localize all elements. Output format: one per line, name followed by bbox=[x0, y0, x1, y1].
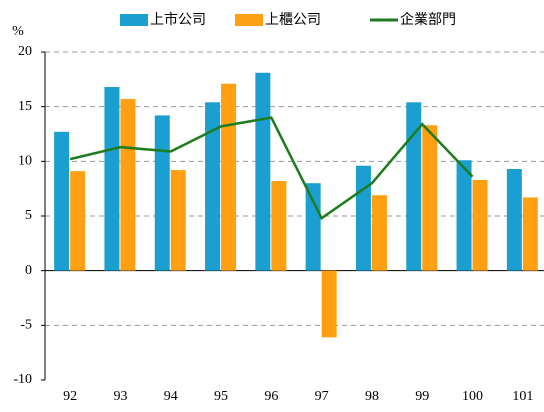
y-tick-label: 0 bbox=[25, 263, 32, 278]
legend-swatch bbox=[120, 14, 148, 26]
legend-label: 企業部門 bbox=[400, 11, 456, 28]
legend-swatch bbox=[235, 14, 263, 26]
x-tick-label: 92 bbox=[63, 389, 77, 404]
bar bbox=[104, 86, 120, 271]
x-tick-label: 95 bbox=[214, 389, 228, 404]
bar bbox=[170, 170, 186, 271]
bar bbox=[422, 125, 438, 271]
x-tick-label: 94 bbox=[164, 389, 178, 404]
legend-label: 上市公司 bbox=[150, 11, 206, 28]
y-tick-label: -5 bbox=[20, 318, 32, 333]
y-tick-label: -10 bbox=[13, 372, 32, 387]
y-axis-label: % bbox=[12, 24, 24, 39]
y-tick-label: 20 bbox=[18, 44, 32, 59]
bar bbox=[371, 195, 387, 271]
bar bbox=[321, 270, 337, 338]
bar bbox=[271, 181, 287, 271]
legend-label: 上櫃公司 bbox=[265, 12, 321, 28]
bar bbox=[70, 171, 86, 271]
bar bbox=[154, 115, 170, 271]
x-tick-label: 101 bbox=[512, 389, 533, 404]
bar bbox=[506, 168, 522, 271]
bar bbox=[120, 99, 136, 271]
y-tick-label: 5 bbox=[25, 208, 32, 223]
bar bbox=[406, 102, 422, 271]
y-tick-label: 10 bbox=[18, 154, 32, 169]
bar bbox=[456, 160, 472, 271]
x-tick-label: 99 bbox=[415, 389, 429, 404]
bar bbox=[355, 165, 371, 271]
bar bbox=[221, 83, 237, 271]
x-tick-label: 98 bbox=[365, 389, 379, 404]
bar bbox=[255, 72, 271, 271]
bar bbox=[522, 197, 538, 271]
x-tick-label: 96 bbox=[264, 389, 278, 404]
x-tick-label: 100 bbox=[462, 389, 483, 404]
bar bbox=[472, 179, 488, 271]
bar bbox=[54, 131, 70, 271]
x-tick-label: 97 bbox=[315, 389, 329, 404]
bar bbox=[305, 183, 321, 271]
bar bbox=[205, 102, 221, 271]
y-tick-label: 15 bbox=[18, 99, 32, 114]
line bbox=[69, 116, 474, 221]
x-tick-label: 93 bbox=[113, 389, 127, 404]
